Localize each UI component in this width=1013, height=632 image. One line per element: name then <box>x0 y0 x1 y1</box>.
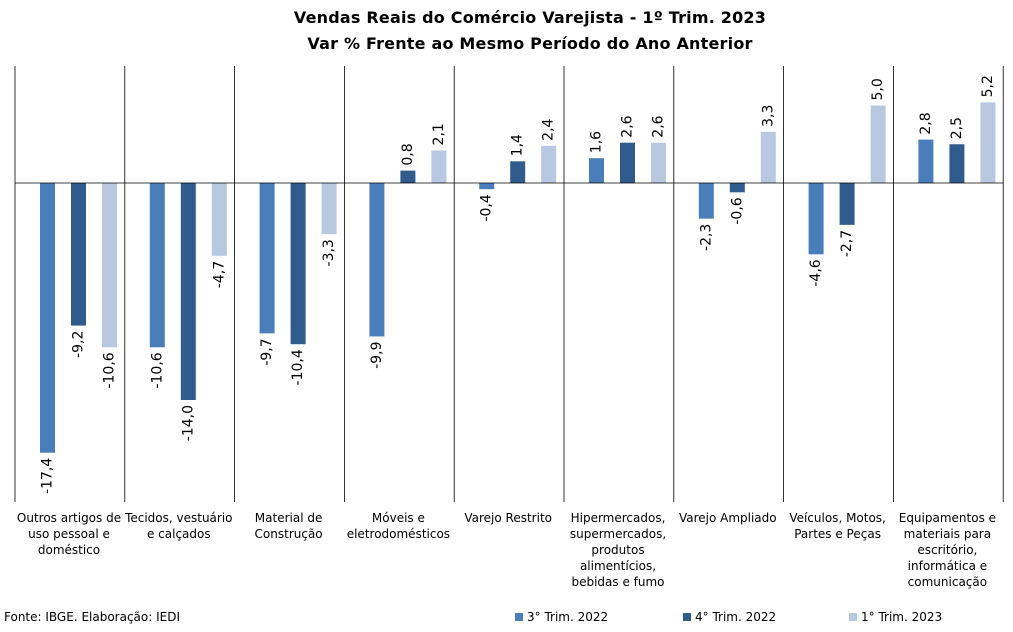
bar <box>839 183 855 225</box>
bar <box>760 131 776 183</box>
bar <box>510 161 526 183</box>
source-note: Fonte: IBGE. Elaboração: IEDI <box>4 610 181 624</box>
bar <box>71 183 86 326</box>
bar <box>949 144 965 183</box>
data-label: 2,8 <box>918 112 934 134</box>
legend-item: 4° Trim. 2022 <box>683 610 776 624</box>
data-label: -9,7 <box>259 338 275 365</box>
category-label: Móveis e eletrodomésticos <box>346 511 451 541</box>
legend-swatch <box>849 613 857 621</box>
data-label: 2,5 <box>949 117 965 139</box>
data-label: 2,1 <box>431 123 447 145</box>
bar <box>651 142 666 183</box>
category-label: Outros artigos de uso pessoal e doméstico <box>16 511 122 557</box>
bar <box>149 183 165 348</box>
category-label: Varejo Ampliado <box>678 511 777 525</box>
chart-subtitle: Var % Frente ao Mesmo Período do Ano Ant… <box>307 34 753 53</box>
data-label: 5,2 <box>980 75 996 97</box>
category-label: Varejo Restrito <box>464 511 552 525</box>
data-label: -3,3 <box>321 239 337 266</box>
data-label: 1,6 <box>589 131 605 153</box>
data-label: 0,8 <box>400 143 416 165</box>
bar <box>808 183 824 255</box>
legend-label: 1° Trim. 2023 <box>861 610 943 624</box>
bar <box>870 105 886 183</box>
bar <box>620 142 635 183</box>
legend-item: 1° Trim. 2023 <box>849 610 942 624</box>
data-label: -17,4 <box>40 458 56 494</box>
bar <box>431 150 447 183</box>
legend-item: 3° Trim. 2022 <box>515 610 608 624</box>
bar <box>102 183 117 348</box>
bar <box>400 170 416 183</box>
data-label: -10,6 <box>102 352 118 388</box>
data-label: -9,2 <box>71 331 87 358</box>
bar <box>479 183 495 190</box>
data-label: -9,9 <box>369 341 385 368</box>
data-label: -2,7 <box>839 230 855 257</box>
data-label: 5,0 <box>870 78 886 100</box>
bar <box>589 158 604 183</box>
category-label: Equipamentos e materiais para escritório, i… <box>898 511 997 589</box>
bar <box>698 183 714 219</box>
legend-swatch <box>515 613 523 621</box>
category-label: Veículos, Motos, Partes e Peças <box>789 511 886 541</box>
bar <box>541 145 557 183</box>
data-label: -0,4 <box>479 194 495 221</box>
chart-title: Vendas Reais do Comércio Varejista - 1º … <box>293 8 767 27</box>
bar <box>918 139 934 183</box>
category-label: Hipermercados, supermercados, produtos alim… <box>569 511 667 589</box>
legend-swatch <box>683 613 691 621</box>
category-label: Tecidos, vestuário e calçados <box>125 511 233 541</box>
bar <box>980 102 996 183</box>
data-label: -2,3 <box>698 224 714 251</box>
bar <box>211 183 227 256</box>
data-label: 3,3 <box>760 105 776 127</box>
category-label: Material de Construção <box>254 511 323 541</box>
legend-label: 3° Trim. 2022 <box>527 610 609 624</box>
bar <box>290 183 306 345</box>
bar <box>40 183 55 453</box>
data-label: 2,4 <box>541 118 557 140</box>
data-label: -10,6 <box>149 352 165 388</box>
data-label: -10,4 <box>290 349 306 385</box>
data-label: 2,6 <box>651 115 667 137</box>
data-label: -0,6 <box>729 197 745 224</box>
bar <box>729 183 745 193</box>
bar <box>369 183 385 337</box>
bar <box>180 183 196 400</box>
legend-label: 4° Trim. 2022 <box>695 610 777 624</box>
data-label: -4,7 <box>211 261 227 288</box>
bar <box>321 183 337 235</box>
data-label: -14,0 <box>180 405 196 441</box>
data-label: -4,6 <box>808 259 824 286</box>
bar <box>259 183 275 334</box>
data-label: 2,6 <box>620 115 636 137</box>
data-label: 1,4 <box>510 134 526 156</box>
